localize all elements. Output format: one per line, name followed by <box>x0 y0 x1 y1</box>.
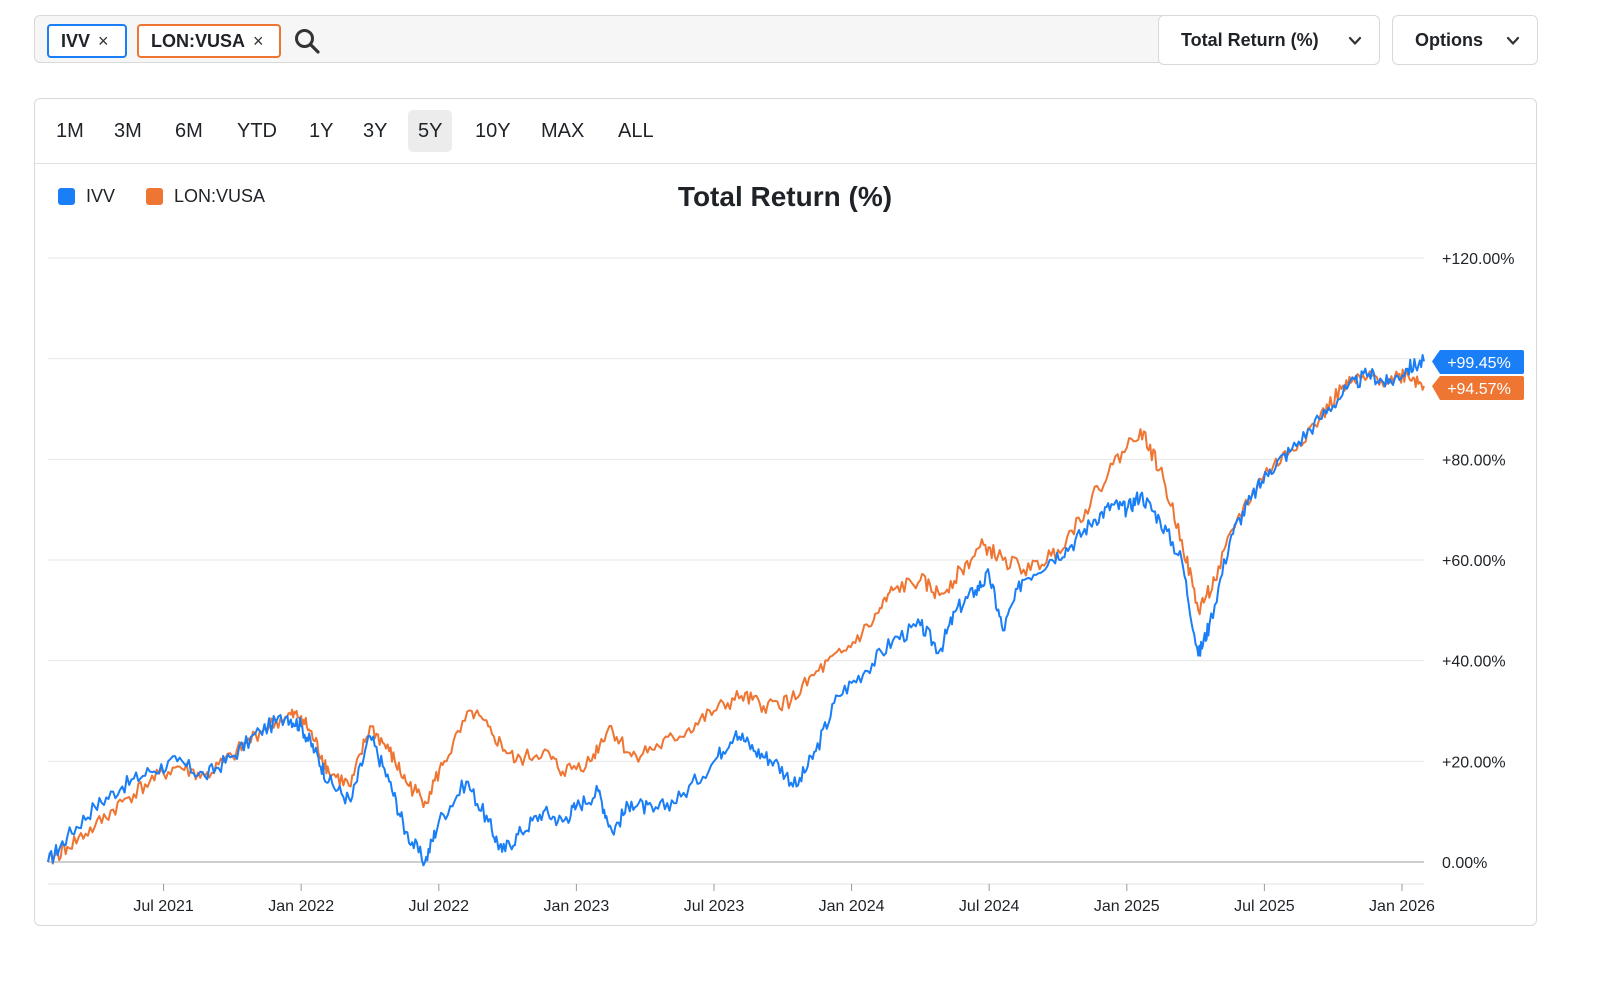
x-tick-label: Jul 2025 <box>1234 898 1295 915</box>
range-button-all[interactable]: ALL <box>618 120 654 142</box>
legend-label: LON:VUSA <box>174 186 266 206</box>
series-line-lon-vusa <box>47 368 1425 865</box>
time-range-bar: 1M 3M 6M YTD 1Y 3Y 5Y 10Y MAX ALL <box>35 99 1536 164</box>
ticker-chip-ivv[interactable]: IVV × <box>47 24 127 58</box>
y-tick-label: +60.00% <box>1442 553 1506 570</box>
x-tick-label: Jan 2025 <box>1094 898 1160 915</box>
remove-icon[interactable]: × <box>98 30 109 51</box>
end-value-label: +94.57% <box>1447 381 1511 398</box>
range-button-10y[interactable]: 10Y <box>475 120 511 142</box>
chevron-down-icon <box>1506 36 1520 45</box>
legend-item-ivv[interactable]: IVV <box>58 186 115 207</box>
search-icon[interactable] <box>293 27 321 55</box>
x-tick-label: Jul 2023 <box>684 898 745 915</box>
ticker-chip-label: IVV <box>61 30 91 51</box>
options-dropdown-label: Options <box>1415 29 1483 50</box>
y-tick-label: +120.00% <box>1442 251 1515 268</box>
series-line-ivv <box>47 354 1425 867</box>
ticker-search-box[interactable]: IVV × LON:VUSA × <box>34 15 1172 63</box>
end-value-label: +99.45% <box>1447 355 1511 372</box>
x-tick-label: Jul 2021 <box>133 898 194 915</box>
chart-panel: 1M 3M 6M YTD 1Y 3Y 5Y 10Y MAX ALL <box>34 98 1537 926</box>
x-tick-label: Jan 2024 <box>819 898 885 915</box>
search-input[interactable] <box>327 24 1151 58</box>
remove-icon[interactable]: × <box>253 30 264 51</box>
range-button-1m[interactable]: 1M <box>56 120 84 142</box>
options-dropdown[interactable]: Options <box>1392 15 1538 65</box>
legend-swatch <box>58 188 75 205</box>
x-tick-label: Jul 2024 <box>959 898 1020 915</box>
x-tick-label: Jan 2023 <box>543 898 609 915</box>
ticker-chip-label: LON:VUSA <box>151 30 245 51</box>
range-button-1y[interactable]: 1Y <box>309 120 334 142</box>
y-tick-label: +40.00% <box>1442 654 1506 671</box>
chart-title: Total Return (%) <box>677 181 893 212</box>
range-button-5y[interactable]: 5Y <box>408 110 453 152</box>
legend-label: IVV <box>86 186 116 206</box>
y-tick-label: 0.00% <box>1442 855 1487 872</box>
range-button-6m[interactable]: 6M <box>175 120 203 142</box>
end-value-badge <box>1432 350 1524 374</box>
y-tick-label: +20.00% <box>1442 754 1506 771</box>
legend-item-lon-vusa[interactable]: LON:VUSA <box>146 186 265 207</box>
range-button-3m[interactable]: 3M <box>114 120 142 142</box>
y-tick-label: +80.00% <box>1442 452 1506 469</box>
range-button-ytd[interactable]: YTD <box>237 120 277 142</box>
chevron-down-icon <box>1348 36 1362 45</box>
x-tick-label: Jul 2022 <box>409 898 470 915</box>
x-tick-label: Jan 2026 <box>1369 898 1435 915</box>
range-button-max[interactable]: MAX <box>541 120 585 142</box>
x-tick-label: Jan 2022 <box>268 898 334 915</box>
metric-dropdown-label: Total Return (%) <box>1181 29 1319 50</box>
legend-swatch <box>146 188 163 205</box>
ticker-chip-lon-vusa[interactable]: LON:VUSA × <box>137 24 281 58</box>
top-bar: IVV × LON:VUSA × Total Return (%) Option… <box>34 15 1564 67</box>
range-button-3y[interactable]: 3Y <box>363 120 388 142</box>
metric-dropdown[interactable]: Total Return (%) <box>1158 15 1380 65</box>
end-value-badge <box>1432 376 1524 400</box>
